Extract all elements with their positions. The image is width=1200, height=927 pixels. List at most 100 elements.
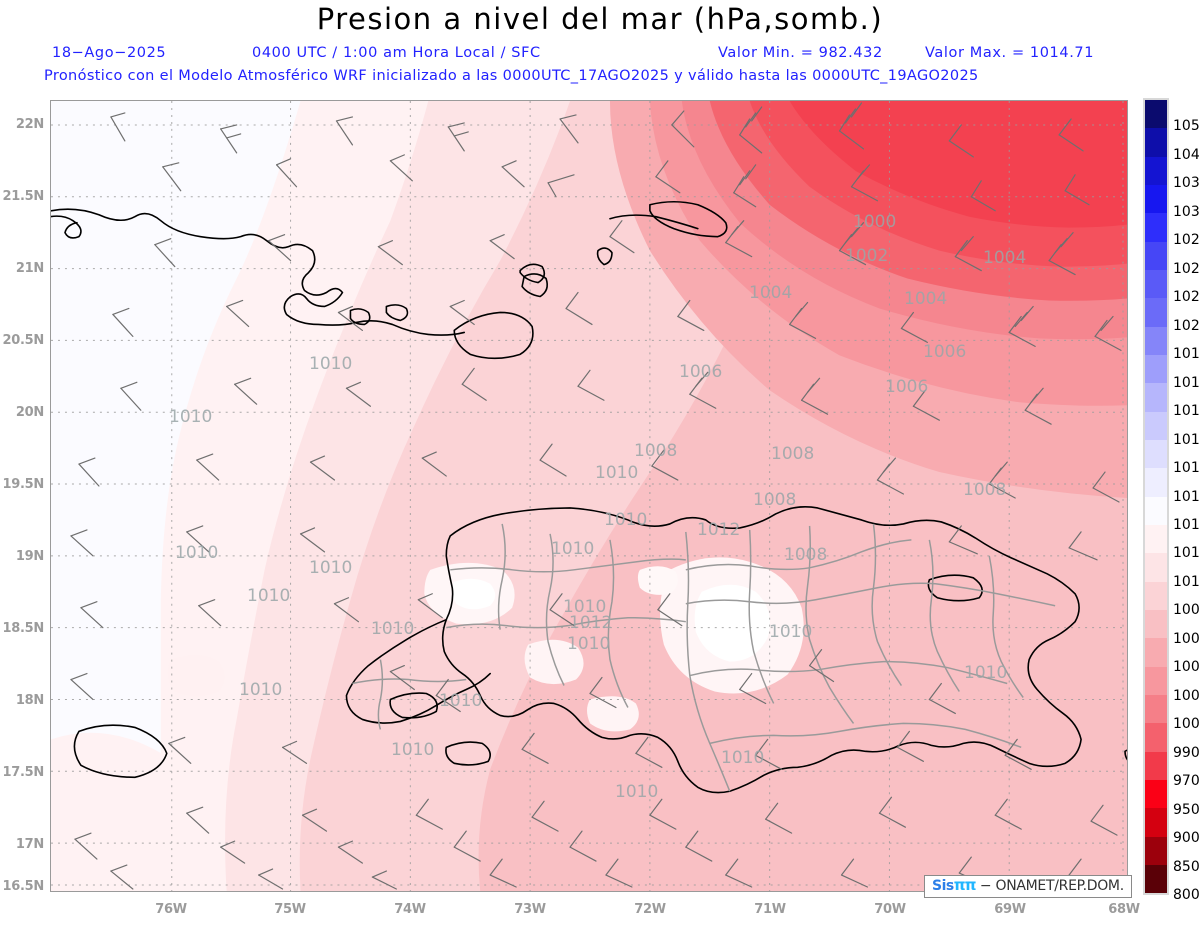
colorbar-cell [1145,808,1167,837]
colorbar-cell [1145,156,1167,185]
y-axis-tick-label: 22N [15,117,44,132]
contour-label: 1010 [309,558,353,578]
colorbar-tick: 1016 [1173,431,1200,448]
colorbar-cell [1145,439,1167,469]
colorbar-tick: 1018 [1173,374,1200,391]
contour-label: 1012 [697,520,741,540]
colorbar-cell [1145,864,1167,894]
colorbar-tick: 950 [1173,801,1200,818]
contour-label: 1006 [679,362,723,382]
colorbar-cell [1145,524,1167,554]
colorbar-tick: 1025 [1173,260,1200,277]
contour-label: 1010 [615,782,659,802]
map-canvas [51,101,1127,891]
colorbar-tick: 970 [1173,773,1200,790]
colorbar-tick: 1035 [1173,175,1200,192]
colorbar-cell [1145,269,1167,299]
colorbar-cell [1145,468,1167,497]
colorbar-tick: 1002 [1173,687,1200,704]
contour-label: 1010 [604,510,648,530]
colorbar-cell [1145,553,1167,582]
colorbar-tick: 1014 [1173,488,1200,505]
colorbar-cell [1145,496,1167,525]
contour-label: 1008 [963,480,1007,500]
x-axis-tick-label: 69W [994,902,1026,917]
y-axis-tick-label: 18.5N [2,621,45,636]
y-axis-tick-label: 18N [15,693,44,708]
provider-logo: Sisππ − ONAMET/REP.DOM. [924,875,1132,898]
colorbar-tick: 1013 [1173,516,1200,533]
x-axis-tick-label: 70W [874,902,906,917]
logo-agency-text: − ONAMET/REP.DOM. [979,878,1124,894]
contour-label: 1008 [753,490,797,510]
colorbar-tick: 800 [1173,887,1200,903]
colorbar-tick: 990 [1173,744,1200,761]
contour-label: 1010 [721,748,765,768]
contour-label: 1004 [904,289,948,309]
colorbar-cell [1145,100,1167,129]
y-axis-tick-label: 19.5N [2,477,45,492]
colorbar-tick: 1006 [1173,630,1200,647]
model-description: Pronóstico con el Modelo Atmosférico WRF… [44,68,979,84]
contour-label: 1010 [551,539,595,559]
colorbar-tick: 1017 [1173,403,1200,420]
x-axis-tick-label: 76W [155,902,187,917]
y-axis-tick-label: 17.5N [2,765,45,780]
colorbar-gradient [1143,98,1169,895]
colorbar-cell [1145,298,1167,327]
contour-label: 1010 [175,543,219,563]
y-axis-tick-label: 17N [15,837,44,852]
contour-label: 1010 [309,354,353,374]
contour-label: 1010 [567,634,611,654]
y-axis-tick-label: 21N [15,261,44,276]
contour-label: 1010 [247,586,291,606]
contour-label: 1010 [371,619,415,639]
colorbar-cell [1145,213,1167,242]
logo-sis-text: Sis [932,878,954,894]
y-axis-tick-label: 21.5N [2,189,45,204]
colorbar-tick: 1000 [1173,716,1200,733]
colorbar-tick: 850 [1173,858,1200,875]
chart-header: Presion a nivel del mar (hPa,somb.) 18−A… [0,0,1200,92]
colorbar-tick: 1028 [1173,232,1200,249]
colorbar-cell [1145,694,1167,724]
colorbar-tick: 1008 [1173,602,1200,619]
colorbar-cell [1145,411,1167,440]
contour-label: 1010 [439,691,483,711]
colorbar-tick: 1010 [1173,573,1200,590]
colorbar-cell [1145,666,1167,695]
contour-label: 1004 [983,248,1027,268]
y-axis-tick-label: 20N [15,405,44,420]
colorbar-cell [1145,638,1167,667]
contour-label: 1008 [634,441,678,461]
contour-label: 1010 [563,597,607,617]
y-axis-tick-label: 19N [15,549,44,564]
map-plot-area[interactable]: 1000 1002 1004 1004 1004 1006 1006 1006 1008 1008… [50,100,1128,892]
colorbar-cell [1145,751,1167,780]
colorbar-cell [1145,836,1167,865]
contour-label: 1010 [964,663,1008,683]
colorbar-cell [1145,326,1167,355]
contour-label: 1008 [784,545,828,565]
logo-pi-icon: ππ [953,876,977,894]
colorbar-cell [1145,354,1167,384]
colorbar-tick: 1004 [1173,659,1200,676]
contour-label: 1006 [923,342,967,362]
contour-label: 1010 [769,622,813,642]
contour-label: 1002 [845,246,889,266]
contour-label: 1010 [169,407,213,427]
contour-label: 1006 [885,377,929,397]
contour-label: 1000 [853,212,897,232]
y-axis-tick-label: 16.5N [2,879,45,894]
y-axis-tick-label: 20.5N [2,333,45,348]
value-max-label: Valor Max. = 1014.71 [925,45,1095,61]
value-min-label: Valor Min. = 982.432 [718,45,883,61]
contour-label: 1010 [595,463,639,483]
x-axis-tick-label: 68W [1108,902,1140,917]
colorbar-cell [1145,581,1167,610]
colorbar-tick: 1040 [1173,146,1200,163]
colorbar-cell [1145,723,1167,752]
contour-label: 1008 [771,444,815,464]
